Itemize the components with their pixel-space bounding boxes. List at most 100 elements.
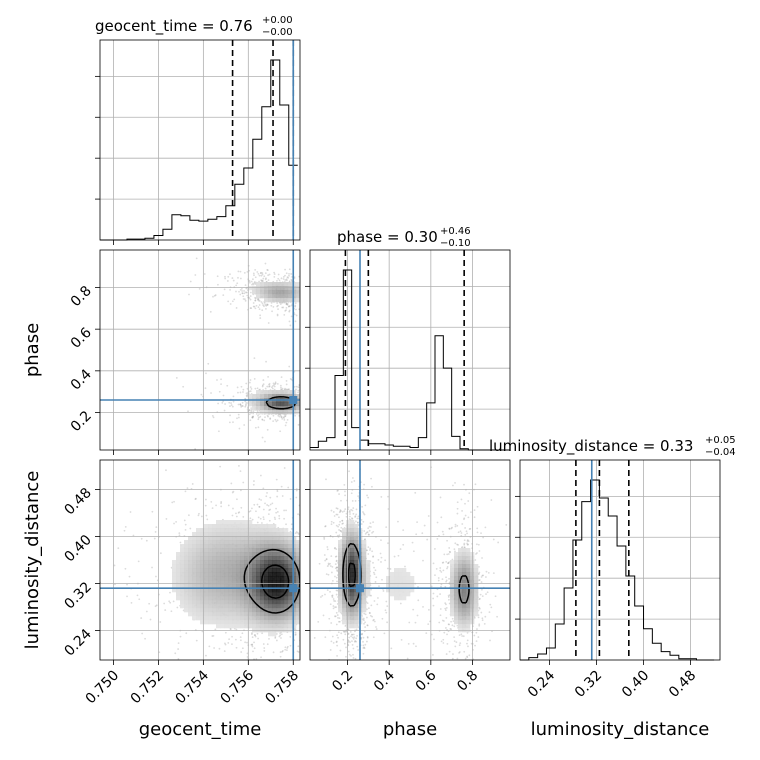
density-cell xyxy=(200,540,205,545)
panel-phase-histogram xyxy=(305,249,511,455)
sample-point xyxy=(218,647,221,650)
sample-point xyxy=(313,637,316,639)
density-cell xyxy=(208,612,213,617)
density-cell xyxy=(252,524,257,529)
density-cell xyxy=(196,536,201,541)
density-cell xyxy=(212,580,217,585)
density-cell xyxy=(260,528,265,533)
sample-point xyxy=(478,571,481,574)
density-cell xyxy=(188,556,193,561)
sample-point xyxy=(445,580,447,583)
density-cell xyxy=(192,540,197,545)
sample-point xyxy=(272,306,275,308)
density-cell xyxy=(176,576,181,581)
density-cell xyxy=(216,536,221,541)
sample-point xyxy=(273,516,276,519)
sample-point xyxy=(286,276,289,278)
sample-point xyxy=(276,419,279,422)
sample-point xyxy=(241,405,243,407)
sample-point xyxy=(288,274,290,277)
density-cell xyxy=(220,520,225,525)
density-cell xyxy=(256,588,261,593)
density-cell xyxy=(276,592,281,597)
sample-point xyxy=(297,513,299,516)
sample-point xyxy=(437,577,440,579)
sample-point xyxy=(335,611,338,614)
sample-point xyxy=(237,276,239,279)
sample-point xyxy=(335,548,338,551)
sample-point xyxy=(253,357,256,360)
sample-point xyxy=(369,547,372,550)
density-cell xyxy=(192,612,197,617)
density-cell xyxy=(288,620,293,625)
density-cell xyxy=(192,584,197,589)
density-cell xyxy=(256,620,261,625)
sample-point xyxy=(350,492,353,495)
sample-point xyxy=(126,583,128,586)
density-cell xyxy=(236,592,241,597)
sample-point xyxy=(348,653,351,656)
sample-point xyxy=(241,292,244,294)
density-cell xyxy=(272,286,277,291)
sample-point xyxy=(335,555,338,558)
sample-point xyxy=(373,573,376,576)
sample-point xyxy=(380,496,383,498)
density-cell xyxy=(268,568,273,573)
density-cell xyxy=(252,580,257,585)
density-cell xyxy=(292,592,297,597)
sample-point xyxy=(228,421,231,424)
sample-point xyxy=(235,307,238,309)
sample-point xyxy=(463,543,466,546)
sample-point xyxy=(362,644,365,647)
sample-point xyxy=(260,271,262,274)
sample-point xyxy=(253,377,256,380)
density-cell xyxy=(248,584,253,589)
sample-point xyxy=(294,304,297,307)
density-cell xyxy=(200,572,205,577)
density-cell xyxy=(188,548,193,553)
sample-point xyxy=(279,632,282,635)
sample-point xyxy=(320,596,322,598)
density-cell xyxy=(228,624,233,629)
density-cell xyxy=(224,608,229,613)
sample-point xyxy=(466,539,469,541)
density-cell xyxy=(268,402,273,407)
density-cell xyxy=(232,600,237,605)
density-cell xyxy=(296,572,300,577)
density-cell xyxy=(216,608,221,613)
sample-point xyxy=(272,420,275,423)
sample-point xyxy=(373,618,375,621)
sample-point xyxy=(427,515,430,517)
sample-point xyxy=(257,298,260,301)
sample-point xyxy=(355,520,357,523)
density-cell xyxy=(296,286,300,291)
density-cell xyxy=(252,624,257,629)
sample-point xyxy=(338,617,341,620)
sample-point xyxy=(285,303,288,305)
density-cell xyxy=(280,536,285,541)
sample-point xyxy=(260,499,263,501)
sample-point xyxy=(270,386,273,389)
sample-point xyxy=(297,532,299,534)
density-cell xyxy=(292,612,297,617)
sample-point xyxy=(458,634,461,637)
sample-point xyxy=(448,547,451,549)
sample-point xyxy=(252,302,255,304)
density-cell xyxy=(244,596,249,601)
sample-point xyxy=(224,643,227,646)
sample-point xyxy=(289,377,292,380)
density-cell xyxy=(268,600,273,605)
density-cell xyxy=(188,572,193,577)
density-cell xyxy=(296,548,300,553)
density-cell xyxy=(256,568,261,573)
sample-point xyxy=(456,543,458,546)
density-cell xyxy=(236,580,241,585)
sample-point xyxy=(331,594,333,597)
sample-point xyxy=(282,416,285,419)
density-cell xyxy=(192,568,197,573)
sample-point xyxy=(271,502,274,505)
sample-point xyxy=(284,648,287,651)
density-cell xyxy=(264,540,269,545)
sample-point xyxy=(370,604,373,607)
sample-point xyxy=(220,383,222,385)
